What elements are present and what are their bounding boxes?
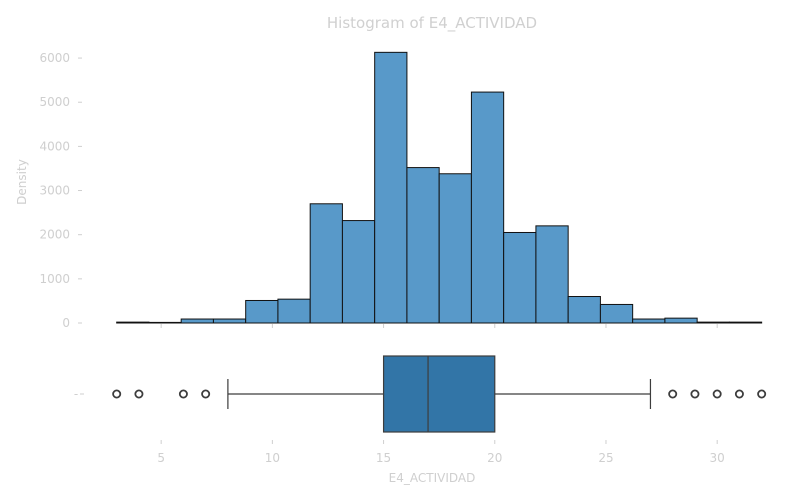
histogram-bar	[503, 231, 537, 324]
histogram-bar	[374, 51, 408, 324]
histogram-bar	[245, 299, 279, 324]
histogram-y-axis-label: Density	[15, 159, 29, 205]
boxplot-y-tick-label: -	[74, 387, 78, 401]
y-tick-label: 2000	[39, 228, 70, 242]
histogram-bar	[180, 318, 214, 324]
x-tick-label: 5	[157, 451, 165, 465]
boxplot-x-ticks: 5 10 15 20 25 30	[157, 440, 725, 465]
histogram-panel: 0 1000 2000 3000 4000 5000 6000 Density	[15, 51, 763, 330]
histogram-bar	[116, 321, 150, 324]
histogram-bar	[277, 298, 311, 324]
histogram-bar	[438, 173, 472, 324]
boxplot-outlier	[178, 389, 188, 399]
histogram-bar	[696, 321, 730, 324]
y-tick-label: 6000	[39, 51, 70, 65]
histogram-y-ticks: 0 1000 2000 3000 4000 5000 6000	[39, 51, 82, 330]
y-tick-label: 4000	[39, 139, 70, 153]
boxplot-outlier	[712, 389, 722, 399]
histogram-bar	[599, 303, 634, 324]
histogram-bar	[341, 220, 376, 324]
histogram-bar	[212, 318, 247, 324]
x-tick-label: 20	[487, 451, 502, 465]
boxplot-x-axis-label: E4_ACTIVIDAD	[389, 471, 476, 485]
boxplot-outlier	[112, 389, 122, 399]
histogram-bar	[309, 203, 343, 324]
histogram-bar	[664, 317, 698, 324]
histogram-bar	[632, 318, 666, 324]
histogram-bar	[728, 321, 763, 324]
boxplot-outlier	[690, 389, 700, 399]
boxplot-outlier	[757, 389, 767, 399]
histogram-bar	[148, 321, 182, 324]
histogram-bar	[406, 167, 440, 324]
y-tick-label: 5000	[39, 95, 70, 109]
histogram-bars	[116, 51, 763, 324]
boxplot-box	[382, 355, 496, 433]
histogram-bar	[470, 91, 505, 324]
x-tick-label: 15	[376, 451, 391, 465]
y-tick-label: 1000	[39, 272, 70, 286]
x-tick-label: 10	[265, 451, 280, 465]
boxplot-outlier	[134, 389, 144, 399]
boxplot-outlier	[668, 389, 678, 399]
x-tick-label: 30	[710, 451, 725, 465]
histogram-bar	[567, 296, 601, 324]
y-tick-label: 3000	[39, 184, 70, 198]
boxplot-outlier	[734, 389, 744, 399]
chart-title: Histogram of E4_ACTIVIDAD	[327, 14, 537, 33]
boxplot-panel: - 5 10 15 20 25 30 E4_ACTIVIDAD	[74, 355, 767, 485]
x-tick-label: 25	[598, 451, 613, 465]
histogram-x-minor-ticks	[160, 324, 718, 328]
boxplot-outlier	[201, 389, 211, 399]
boxplot-elements	[80, 355, 767, 433]
histogram-bar	[535, 225, 569, 324]
y-tick-label: 0	[62, 316, 70, 330]
